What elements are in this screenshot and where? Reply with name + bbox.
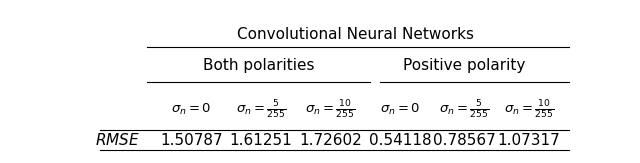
Text: $\sigma_n = \frac{5}{255}$: $\sigma_n = \frac{5}{255}$ [236,99,286,121]
Text: 0.54118: 0.54118 [369,133,431,148]
Text: Positive polarity: Positive polarity [403,59,525,74]
Text: 1.61251: 1.61251 [230,133,292,148]
Text: 0.78567: 0.78567 [433,133,496,148]
Text: $\sigma_n = \frac{10}{255}$: $\sigma_n = \frac{10}{255}$ [305,99,356,121]
Text: Convolutional Neural Networks: Convolutional Neural Networks [237,27,474,42]
Text: $\mathit{RMSE}$: $\mathit{RMSE}$ [95,132,140,148]
Text: Both polarities: Both polarities [203,59,314,74]
Text: $\sigma_n = 0$: $\sigma_n = 0$ [380,102,420,118]
Text: 1.07317: 1.07317 [497,133,560,148]
Text: $\sigma_n = \frac{10}{255}$: $\sigma_n = \frac{10}{255}$ [504,99,554,121]
Text: 1.72602: 1.72602 [299,133,362,148]
Text: $\sigma_n = \frac{5}{255}$: $\sigma_n = \frac{5}{255}$ [439,99,490,121]
Text: 1.50787: 1.50787 [160,133,223,148]
Text: $\sigma_n = 0$: $\sigma_n = 0$ [172,102,212,118]
